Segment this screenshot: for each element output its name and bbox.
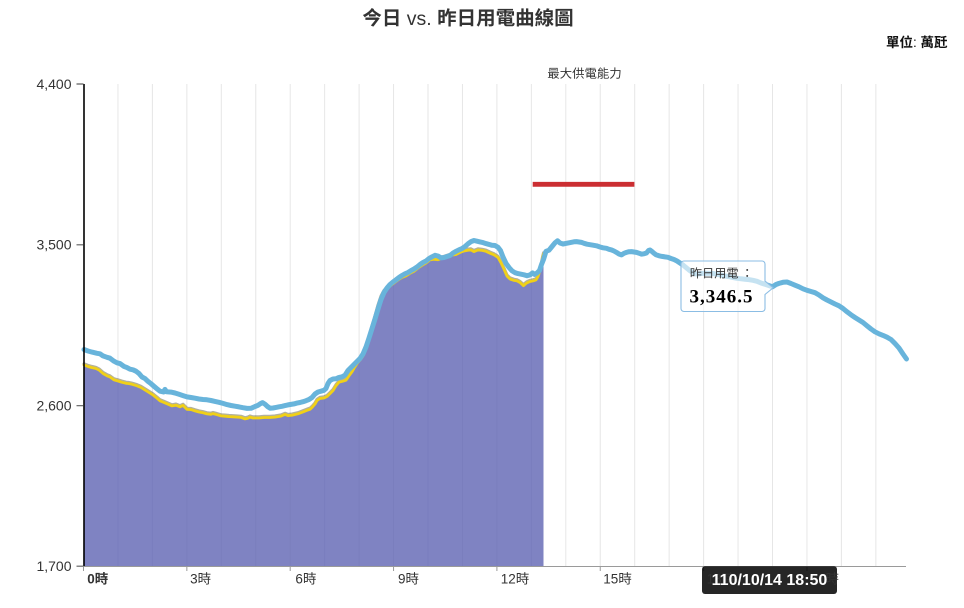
svg-text:6: 6 [295, 572, 303, 587]
svg-text::: : [913, 35, 917, 50]
svg-text:1,700: 1,700 [36, 558, 71, 574]
svg-text:3,500: 3,500 [36, 237, 71, 253]
svg-text:12: 12 [501, 572, 516, 587]
svg-text:3: 3 [190, 572, 198, 587]
svg-text:21: 21 [810, 572, 825, 587]
svg-text:18: 18 [707, 572, 722, 587]
svg-text:0: 0 [87, 572, 95, 587]
svg-text:vs.: vs. [407, 8, 432, 30]
svg-text:4,400: 4,400 [36, 76, 71, 92]
svg-text:110/10/14 18:50: 110/10/14 18:50 [712, 572, 828, 589]
svg-text:2,600: 2,600 [36, 398, 71, 414]
svg-text:15: 15 [603, 572, 618, 587]
svg-text:3,346.5: 3,346.5 [690, 287, 754, 308]
svg-text:9: 9 [398, 572, 406, 587]
